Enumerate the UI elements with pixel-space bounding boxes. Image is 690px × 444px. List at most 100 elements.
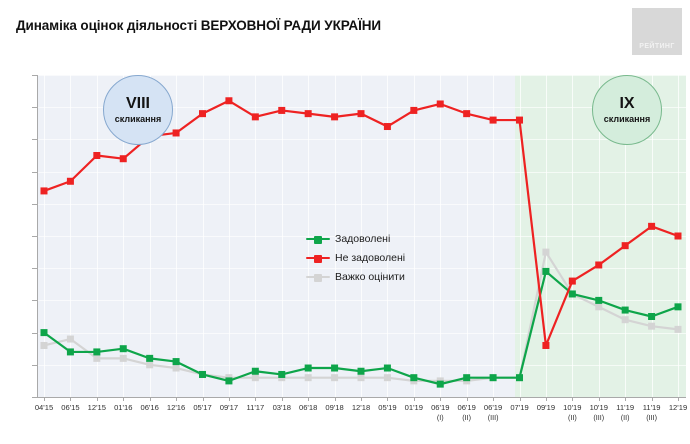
x-axis-tick-label: 04'15 [34,403,54,412]
x-axis-tick-label: 11'19 (III) [632,403,672,423]
x-axis-tick-label: 06'19 (II) [447,403,487,423]
x-axis-tick-mark [387,397,389,401]
x-axis-tick-label: 06'19 (III) [473,403,513,423]
x-axis-tick-label: 10'19 (III) [579,403,619,423]
x-axis-tick-sublabel: (III) [646,413,657,422]
x-axis-tick-mark [545,397,547,401]
y-axis-tick-mark [32,268,37,270]
x-axis-tick-label: 05'17 [193,403,212,412]
gridline-horizontal [38,75,686,76]
y-axis-tick-mark [32,203,37,205]
x-axis-tick-label: 07'19 [510,403,529,412]
x-axis-tick-label: 01'16 [114,403,133,412]
annotation-viii-word: скликання [114,113,162,124]
gridline-vertical [493,75,495,397]
legend-item[interactable]: Не задоволені [306,252,405,264]
gridline-vertical [255,75,257,397]
x-axis-tick-mark [202,397,204,401]
x-axis-tick-label: 06'15 [61,403,80,412]
gridline-horizontal [38,332,686,334]
gridline-vertical [44,75,45,397]
gridline-vertical [228,75,230,397]
x-axis-tick-label: 11'17 [246,403,265,412]
x-axis-tick-label: 11'19 (II) [605,403,645,423]
x-axis-tick-mark [361,397,362,401]
x-axis-tick-sublabel: (III) [487,413,499,422]
gridline-vertical [545,75,547,397]
y-axis-tick-mark [32,332,37,334]
x-axis-tick-mark [519,397,521,401]
gridline-vertical [202,75,204,397]
annotation-ix-word: скликання [603,113,651,124]
x-axis-tick-mark [440,397,442,401]
x-axis-tick-mark [334,397,336,401]
x-axis-tick-label: 10'19 (II) [552,403,592,423]
x-axis-tick-mark [255,397,257,401]
x-axis-tick-label: 03'18 [272,403,291,412]
x-axis-tick-mark [466,397,468,401]
annotation-convocation-ix: IX скликання [592,75,662,145]
x-axis-tick-label: 06'18 [298,403,318,412]
y-axis-tick-mark [32,139,37,141]
chart-legend: Задоволені Не задоволені Важко оцінити [306,233,405,283]
legend-marker-icon [306,234,330,244]
x-axis-tick-mark [149,397,151,401]
annotation-viii-roman: VIII [125,94,150,112]
y-axis-tick-mark [32,397,37,398]
y-axis-tick-mark [32,364,37,366]
legend-marker-icon [306,272,330,282]
x-axis-tick-label: 09'19 [536,403,556,412]
x-axis-tick-mark [96,397,98,401]
page-title: Динаміка оцінок діяльності ВЕРХОВНОЇ РАД… [16,18,381,33]
x-axis-tick-sublabel: (II) [620,413,630,422]
y-axis [37,75,38,398]
x-axis-tick-sublabel: (III) [593,413,605,422]
x-axis-tick-mark [176,397,178,401]
x-axis-tick-sublabel: (II) [567,413,577,422]
x-axis-tick-mark [70,397,72,401]
gridline-vertical [519,75,521,397]
x-axis-tick-mark [651,397,653,401]
annotation-ix-roman: IX [619,94,635,112]
x-axis-tick-label: 12'19 [668,403,688,412]
gridline-vertical [70,75,72,397]
gridline-vertical [413,75,415,397]
gridline-vertical [176,75,178,397]
x-axis-tick-mark [308,397,310,401]
annotation-convocation-viii: VIII скликання [103,75,173,145]
x-axis-tick-label: 06'19 (I) [420,403,460,423]
gridline-horizontal [38,203,686,205]
legend-item[interactable]: Задоволені [306,233,405,245]
x-axis-tick-mark [678,397,679,401]
x-axis-tick-mark [598,397,600,401]
x-axis-tick-label: 05'19 [378,403,397,412]
y-axis-tick-mark [32,75,37,76]
x-axis-tick-mark [228,397,230,401]
x-axis-tick-mark [44,397,45,401]
x-axis-tick-sublabel: (I) [436,413,444,422]
x-axis-tick-label: 01'19 [404,403,423,412]
x-axis-tick-label: 12'16 [166,403,186,412]
gridline-vertical [440,75,442,397]
gridline-horizontal [38,300,686,302]
x-axis-tick-mark [493,397,495,401]
gridline-horizontal [38,364,686,366]
x-axis-tick-label: 12'15 [87,403,106,412]
x-axis-tick-mark [413,397,415,401]
x-axis-tick-mark [123,397,125,401]
brand-logo-text: РЕЙТИНГ [639,43,675,50]
gridline-vertical [281,75,283,397]
x-axis-tick-sublabel: (II) [462,413,472,422]
gridline-vertical [572,75,574,397]
legend-label: Не задоволені [335,252,406,264]
legend-item[interactable]: Важко оцінити [306,271,405,283]
gridline-vertical [96,75,98,397]
brand-logo: РЕЙТИНГ [632,8,682,55]
x-axis-tick-label: 09'18 [325,403,344,412]
x-axis-tick-mark [572,397,574,401]
gridline-vertical [466,75,468,397]
y-axis-tick-mark [32,236,37,237]
y-axis-tick-mark [32,107,37,109]
gridline-vertical [678,75,679,397]
x-axis-tick-mark [281,397,283,401]
